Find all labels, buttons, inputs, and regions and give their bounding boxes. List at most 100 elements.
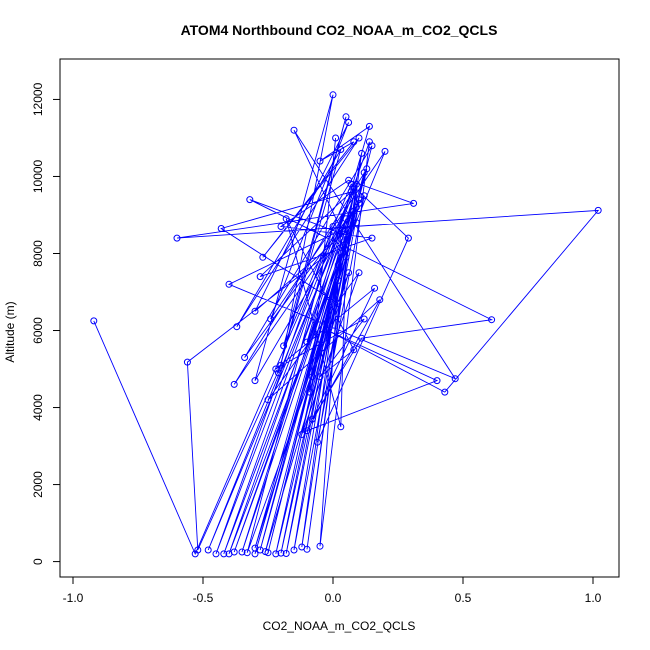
data-point bbox=[334, 300, 342, 308]
data-point bbox=[308, 373, 316, 381]
data-point bbox=[241, 354, 249, 361]
data-point bbox=[339, 230, 347, 238]
data-point bbox=[352, 203, 360, 211]
data-point bbox=[404, 234, 412, 242]
data-point bbox=[329, 223, 337, 230]
x-tick-label: 0.5 bbox=[455, 591, 472, 605]
data-point bbox=[381, 147, 389, 155]
data-point bbox=[277, 223, 285, 230]
series-layer bbox=[93, 94, 600, 556]
y-axis: 0 2000 4000 6000 8000 10000 12000 bbox=[31, 82, 61, 565]
data-point bbox=[342, 246, 350, 254]
y-tick-label: 6000 bbox=[31, 317, 45, 344]
y-tick-label: 0 bbox=[31, 558, 45, 565]
data-point bbox=[194, 546, 202, 554]
data-point bbox=[90, 317, 98, 325]
data-point bbox=[220, 550, 228, 558]
data-point bbox=[368, 142, 376, 150]
data-point bbox=[217, 225, 225, 232]
data-point bbox=[337, 250, 345, 257]
data-point bbox=[212, 550, 220, 558]
data-point bbox=[337, 146, 345, 153]
series-line-0 bbox=[93, 94, 600, 556]
y-tick-label: 12000 bbox=[31, 82, 45, 116]
data-point bbox=[594, 206, 602, 214]
data-point bbox=[230, 380, 238, 388]
data-point bbox=[360, 315, 368, 323]
data-point bbox=[238, 548, 246, 556]
data-point bbox=[272, 550, 280, 558]
data-point bbox=[243, 549, 251, 557]
data-point bbox=[313, 438, 321, 446]
data-point bbox=[277, 361, 285, 369]
chart-title: ATOM4 Northbound CO2_NOAA_m_CO2_QCLS bbox=[181, 22, 498, 38]
data-point bbox=[290, 126, 298, 134]
data-point bbox=[251, 307, 259, 315]
data-point bbox=[173, 234, 181, 242]
x-tick-label: -0.5 bbox=[193, 591, 214, 605]
y-axis-label: Altitude (m) bbox=[3, 301, 17, 362]
data-point bbox=[251, 544, 259, 552]
data-point bbox=[365, 122, 373, 130]
data-point bbox=[329, 91, 337, 99]
data-point bbox=[363, 165, 371, 173]
data-point bbox=[350, 138, 358, 146]
data-point bbox=[355, 196, 363, 204]
data-point bbox=[332, 134, 340, 142]
data-point bbox=[371, 284, 379, 292]
data-point bbox=[280, 342, 288, 350]
data-point bbox=[358, 334, 366, 342]
data-point bbox=[451, 375, 459, 383]
x-axis: -1.0 -0.5 0.0 0.5 1.0 bbox=[63, 576, 602, 605]
y-tick-label: 8000 bbox=[31, 240, 45, 267]
data-point bbox=[352, 219, 360, 227]
data-point bbox=[355, 269, 363, 277]
data-point bbox=[342, 253, 350, 261]
data-point bbox=[334, 261, 342, 269]
data-point bbox=[316, 157, 324, 165]
data-point bbox=[233, 323, 241, 331]
data-point bbox=[290, 546, 298, 554]
x-tick-label: -1.0 bbox=[63, 591, 84, 605]
data-point bbox=[316, 373, 324, 381]
data-point bbox=[303, 427, 311, 435]
data-point bbox=[355, 134, 363, 142]
data-point bbox=[368, 234, 376, 242]
data-point bbox=[347, 188, 355, 196]
data-point bbox=[298, 543, 306, 551]
data-point bbox=[334, 276, 342, 284]
data-point bbox=[360, 192, 368, 200]
x-tick-label: 1.0 bbox=[585, 591, 602, 605]
data-point bbox=[282, 550, 290, 557]
data-point bbox=[441, 388, 449, 396]
data-point bbox=[225, 280, 233, 288]
data-point bbox=[342, 113, 350, 121]
y-tick-label: 2000 bbox=[31, 471, 45, 498]
x-axis-label: CO2_NOAA_m_CO2_QCLS bbox=[263, 619, 416, 633]
data-point bbox=[259, 253, 267, 261]
data-point bbox=[264, 396, 272, 404]
data-point bbox=[277, 549, 285, 557]
data-point bbox=[345, 269, 353, 277]
data-point bbox=[358, 149, 366, 157]
data-point bbox=[324, 327, 332, 334]
data-point bbox=[246, 196, 254, 204]
y-tick-label: 10000 bbox=[31, 159, 45, 193]
data-point bbox=[204, 546, 212, 554]
data-point bbox=[339, 238, 347, 246]
data-point bbox=[303, 338, 311, 346]
marker-layer bbox=[90, 91, 602, 558]
data-point bbox=[350, 346, 358, 354]
data-point bbox=[267, 315, 275, 323]
y-tick-label: 4000 bbox=[31, 394, 45, 421]
data-point bbox=[256, 273, 264, 281]
data-point bbox=[433, 377, 441, 385]
data-point bbox=[345, 119, 353, 126]
data-point bbox=[342, 215, 350, 223]
data-point bbox=[488, 316, 496, 324]
data-point bbox=[410, 199, 418, 207]
data-point bbox=[352, 180, 360, 188]
data-point bbox=[308, 415, 316, 423]
